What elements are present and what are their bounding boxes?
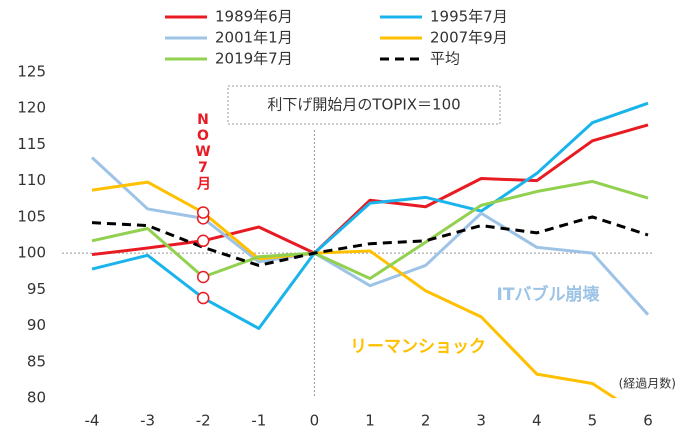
- y-tick-label: 110: [17, 171, 46, 189]
- highlight-marker: [196, 291, 210, 305]
- series-line: [91, 215, 649, 267]
- highlight-marker: [196, 234, 210, 248]
- highlight-marker: [196, 206, 210, 219]
- y-tick-label: 105: [17, 207, 46, 225]
- highlight-marker: [196, 270, 210, 284]
- series-line: [91, 123, 649, 257]
- annotation: リーマンショック: [350, 337, 486, 357]
- y-tick-label: 115: [17, 135, 46, 153]
- y-tick-label: 90: [27, 316, 46, 334]
- legend-label: 2019年7月: [215, 50, 293, 68]
- y-tick-label: 125: [17, 63, 46, 81]
- annotation: NOW7月: [195, 112, 212, 191]
- x-tick-label: -2: [196, 412, 211, 430]
- y-tick-label: 95: [27, 280, 46, 298]
- x-tick-label: -3: [140, 412, 155, 430]
- legend-label: 1995年7月: [430, 8, 508, 26]
- y-tick-label: 85: [27, 352, 46, 370]
- y-tick-label: 100: [17, 244, 46, 262]
- legend-label: 平均: [430, 50, 460, 68]
- x-tick-label: 5: [588, 412, 598, 430]
- y-tick-label: 120: [17, 99, 46, 117]
- annotation-box: [227, 85, 501, 125]
- series-line: [91, 180, 618, 398]
- x-tick-label: 6: [643, 412, 653, 430]
- x-tick-label: -1: [251, 412, 266, 430]
- y-tick-label: 80: [27, 389, 46, 407]
- legend-label: 1989年6月: [215, 8, 293, 26]
- annotation: 利下げ開始月のTOPIX＝100: [267, 96, 460, 114]
- annotation: ITバブル崩壊: [497, 284, 601, 305]
- x-tick-label: 3: [476, 412, 486, 430]
- x-tick-label: -4: [85, 412, 100, 430]
- x-axis-label: (経過月数): [619, 376, 676, 391]
- reference-lines: [62, 130, 652, 398]
- series-line: [91, 179, 649, 280]
- x-tick-label: 0: [310, 412, 320, 430]
- x-tick-label: 4: [532, 412, 542, 430]
- legend-label: 2001年1月: [215, 29, 293, 47]
- legend-label: 2007年9月: [430, 29, 508, 47]
- x-tick-label: 2: [421, 412, 431, 430]
- x-tick-label: 1: [365, 412, 375, 430]
- series-line: [90, 156, 650, 316]
- plot: [90, 101, 650, 398]
- series-line: [91, 101, 649, 330]
